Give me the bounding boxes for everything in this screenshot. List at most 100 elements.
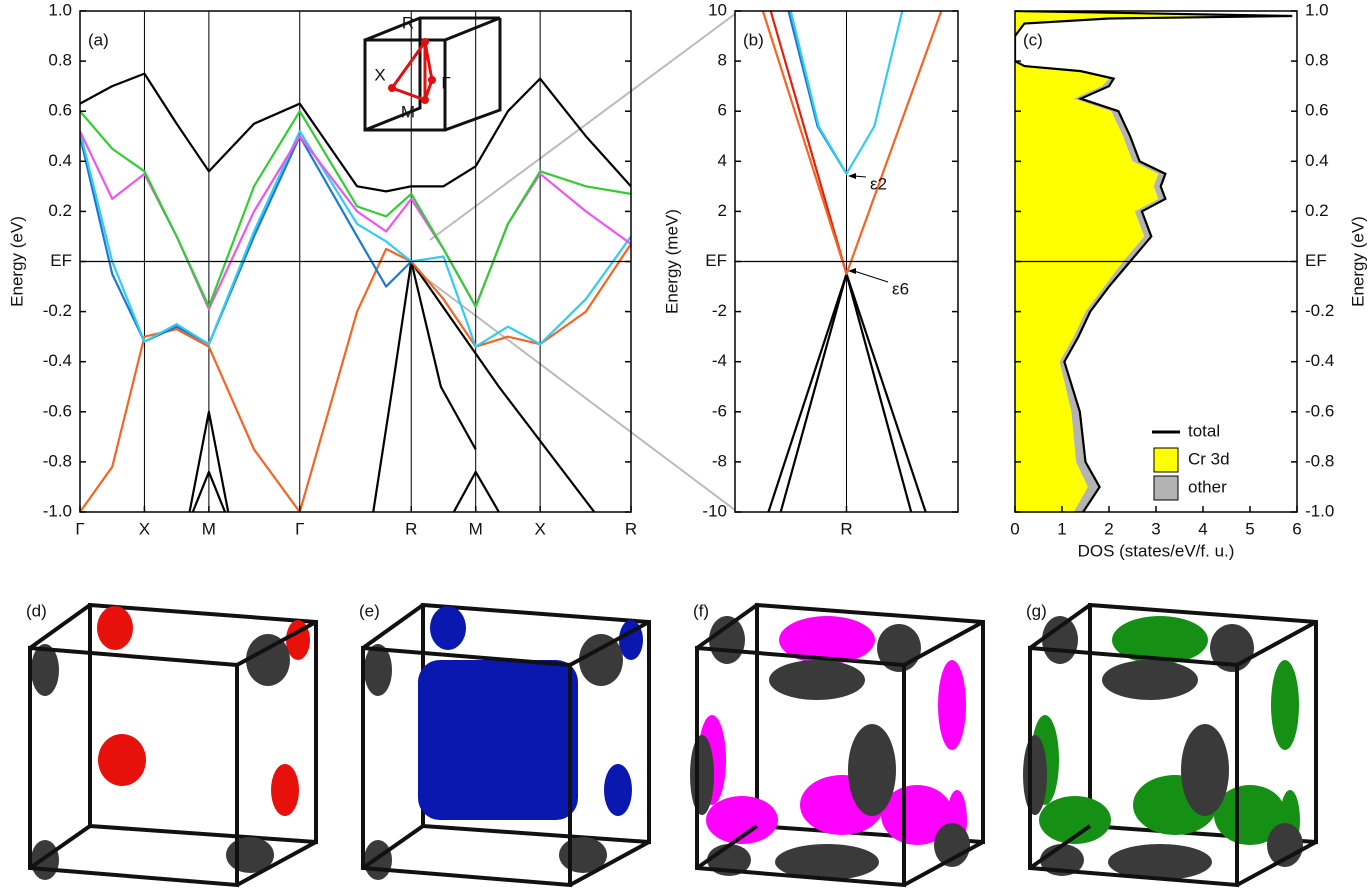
fermi-surface [430,606,466,650]
annotation-arrow [854,271,888,282]
y-tick-label: -0.4 [1305,351,1334,370]
inset-label: M [401,102,415,121]
y-tick-label: 0.8 [1305,51,1329,70]
inset-point [388,84,396,92]
arrow-head [848,173,856,179]
x-tick-label: M [202,519,216,538]
y-tick-label: 0.2 [1305,201,1329,220]
fermi-surface-dark [31,840,59,880]
inset-point [421,38,429,46]
y-tick-label: -0.8 [1305,451,1334,470]
y-tick-label: EF [1305,251,1327,270]
x-tick-label: Γ [295,519,304,538]
y-tick-label: 1.0 [1305,0,1329,19]
legend-label: other [1188,477,1227,496]
x-tick-label: R [405,519,417,538]
legend-swatch [1154,476,1178,500]
y-tick-label: 0.2 [48,201,72,220]
y-tick-label: 0.4 [1305,151,1329,170]
fermi-surface-dark [848,724,896,816]
band-line [771,11,847,274]
y-tick-label: 6 [718,101,727,120]
y-tick-label: -2 [712,301,727,320]
x-tick-label: 3 [1151,519,1160,538]
y-tick-label: 10 [708,0,727,19]
x-tick-label: R [625,519,637,538]
x-tick-label: 4 [1198,519,1207,538]
y-tick-label: EF [705,251,727,270]
y-tick-label: 0.4 [48,151,72,170]
legend-label: Cr 3d [1188,449,1230,468]
band-line [80,136,411,344]
y-tick-label: -10 [702,501,727,520]
y-tick-label: 0.6 [1305,101,1329,120]
y-tick-label: -6 [712,401,727,420]
x-tick-label: Γ [75,519,84,538]
panel-label: (g) [1026,601,1047,620]
x-tick-label: X [534,519,545,538]
inset-path [392,42,432,100]
y-tick-label: 2 [718,201,727,220]
fermi-surface-dark [1102,660,1198,700]
x-tick-label: X [139,519,150,538]
y-tick-label: -8 [712,451,727,470]
y-tick-label: -1.0 [43,501,72,520]
fermi-surface [97,606,133,650]
fermi-surface-panel: (d) [26,601,316,885]
fermi-surface [938,660,966,750]
y-tick-label: 1.0 [48,0,72,19]
y-tick-label: -1.0 [1305,501,1334,520]
panel-label: (b) [743,30,764,49]
y-axis-label: Energy (eV) [1348,216,1367,307]
fermi-surface-dark [690,735,714,815]
y-tick-label: -0.2 [1305,301,1334,320]
fermi-surface-dark [769,660,865,700]
fermi-surface [98,734,146,786]
y-tick-label: -0.2 [43,301,72,320]
fermi-surface-dark [1181,724,1229,816]
panel-label: (e) [359,601,380,620]
inset-label: R [402,13,414,32]
y-tick-label: 8 [718,51,727,70]
inset-cube: R X Γ M [365,13,500,130]
y-tick-label: -4 [712,351,727,370]
x-tick-label: 1 [1057,519,1066,538]
fermi-surface [604,764,632,816]
fermi-surface-dark [1042,616,1078,664]
panel-label: (d) [26,601,47,620]
inset-point [421,96,429,104]
fermi-surface [1271,660,1299,750]
fermi-surface [431,734,479,786]
inset-label: Γ [441,73,450,92]
fermi-surface-dark [1023,735,1047,815]
y-tick-label: EF [50,251,72,270]
annotation: ε2 [870,174,887,193]
inset-point [428,76,436,84]
y-tick-label: -0.4 [43,351,72,370]
x-axis-label: DOS (states/eV/f. u.) [1078,541,1235,560]
y-tick-label: 4 [718,151,727,170]
y-tick-label: 0.6 [48,101,72,120]
panel-label: (f) [693,601,709,620]
cube-front [30,605,316,885]
legend-label: total [1188,421,1220,440]
y-tick-label: -0.8 [43,451,72,470]
x-tick-label: R [840,519,852,538]
legend-swatch [1154,448,1178,472]
page: {"chart_data": [ {"type": "line", "panel… [0,0,1372,894]
band-line [373,262,475,513]
y-tick-label: 0.8 [48,51,72,70]
y-axis-label: Energy (eV) [7,216,26,307]
band-line [781,274,926,512]
y-axis-label: Energy (meV) [662,209,681,314]
band-line [763,11,941,274]
x-tick-label: 2 [1104,519,1113,538]
fermi-surface-dark [364,840,392,880]
y-tick-label: -0.6 [1305,401,1334,420]
fermi-surface-dark [709,616,745,664]
fermi-surface-panel: (e) [359,601,649,885]
annotation: ε6 [892,279,909,298]
fermi-surface-panel: (g) [1023,601,1316,885]
x-tick-label: M [469,519,483,538]
inset-label: X [374,65,385,84]
